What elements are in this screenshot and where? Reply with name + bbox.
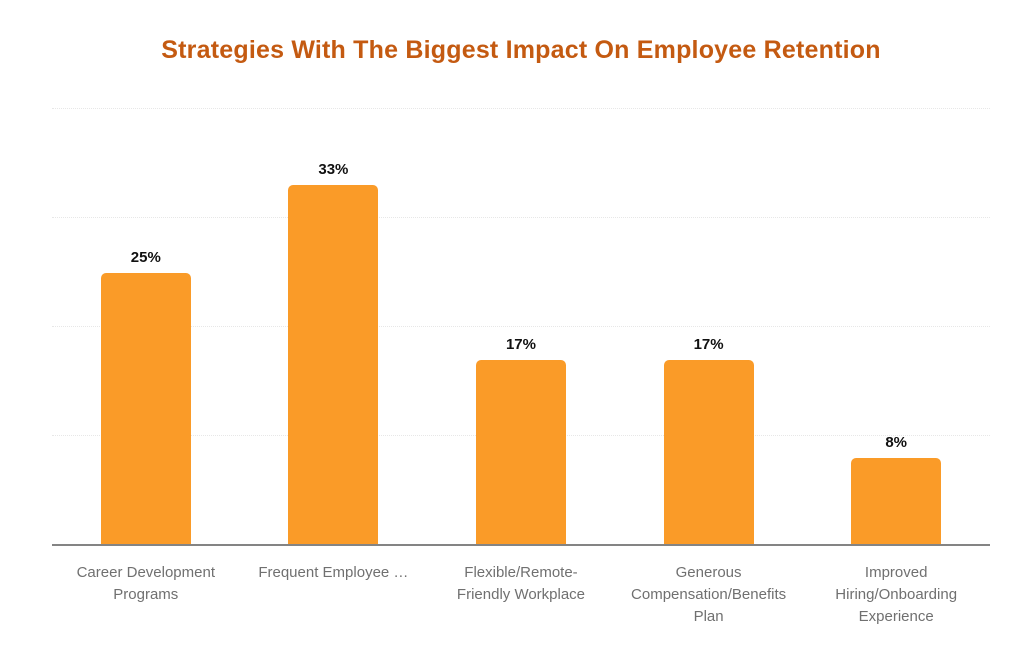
category-label: Generous Compensation/Benefits Plan: [631, 564, 787, 625]
category-label: Frequent Employee …: [258, 564, 409, 581]
bar-slot: 25%: [52, 109, 240, 545]
bar-value-label: 17%: [505, 335, 536, 353]
category-axis: Career Development Programs Frequent Emplo…: [52, 562, 990, 628]
bar-slot: 17%: [427, 109, 615, 545]
bar-value-label: 25%: [130, 248, 161, 266]
bar-value-label: 33%: [318, 161, 349, 179]
bar: [288, 185, 379, 545]
category-label: Flexible/Remote- Friendly Workplace: [456, 564, 586, 603]
bar-value-label: 8%: [885, 433, 908, 451]
x-axis-line: [52, 544, 990, 546]
bars-row: 25% 33% 17% 17% 8%: [52, 109, 990, 545]
gridline: [52, 217, 990, 218]
bar: [100, 272, 191, 545]
category-label: Career Development Programs: [76, 564, 215, 603]
bar: [851, 457, 942, 545]
category-label: Improved Hiring/Onboarding Experience: [835, 564, 958, 625]
gridline: [52, 326, 990, 327]
gridline: [52, 108, 990, 109]
plot-area: 25% 33% 17% 17% 8%: [52, 108, 990, 546]
chart-title: Strategies With The Biggest Impact On Em…: [161, 36, 881, 64]
bar-slot: 8%: [802, 109, 990, 545]
bar: [663, 359, 754, 545]
bar-value-label: 17%: [693, 335, 724, 353]
bar: [475, 359, 566, 545]
bar-slot: 33%: [240, 109, 428, 545]
bar-slot: 17%: [615, 109, 803, 545]
